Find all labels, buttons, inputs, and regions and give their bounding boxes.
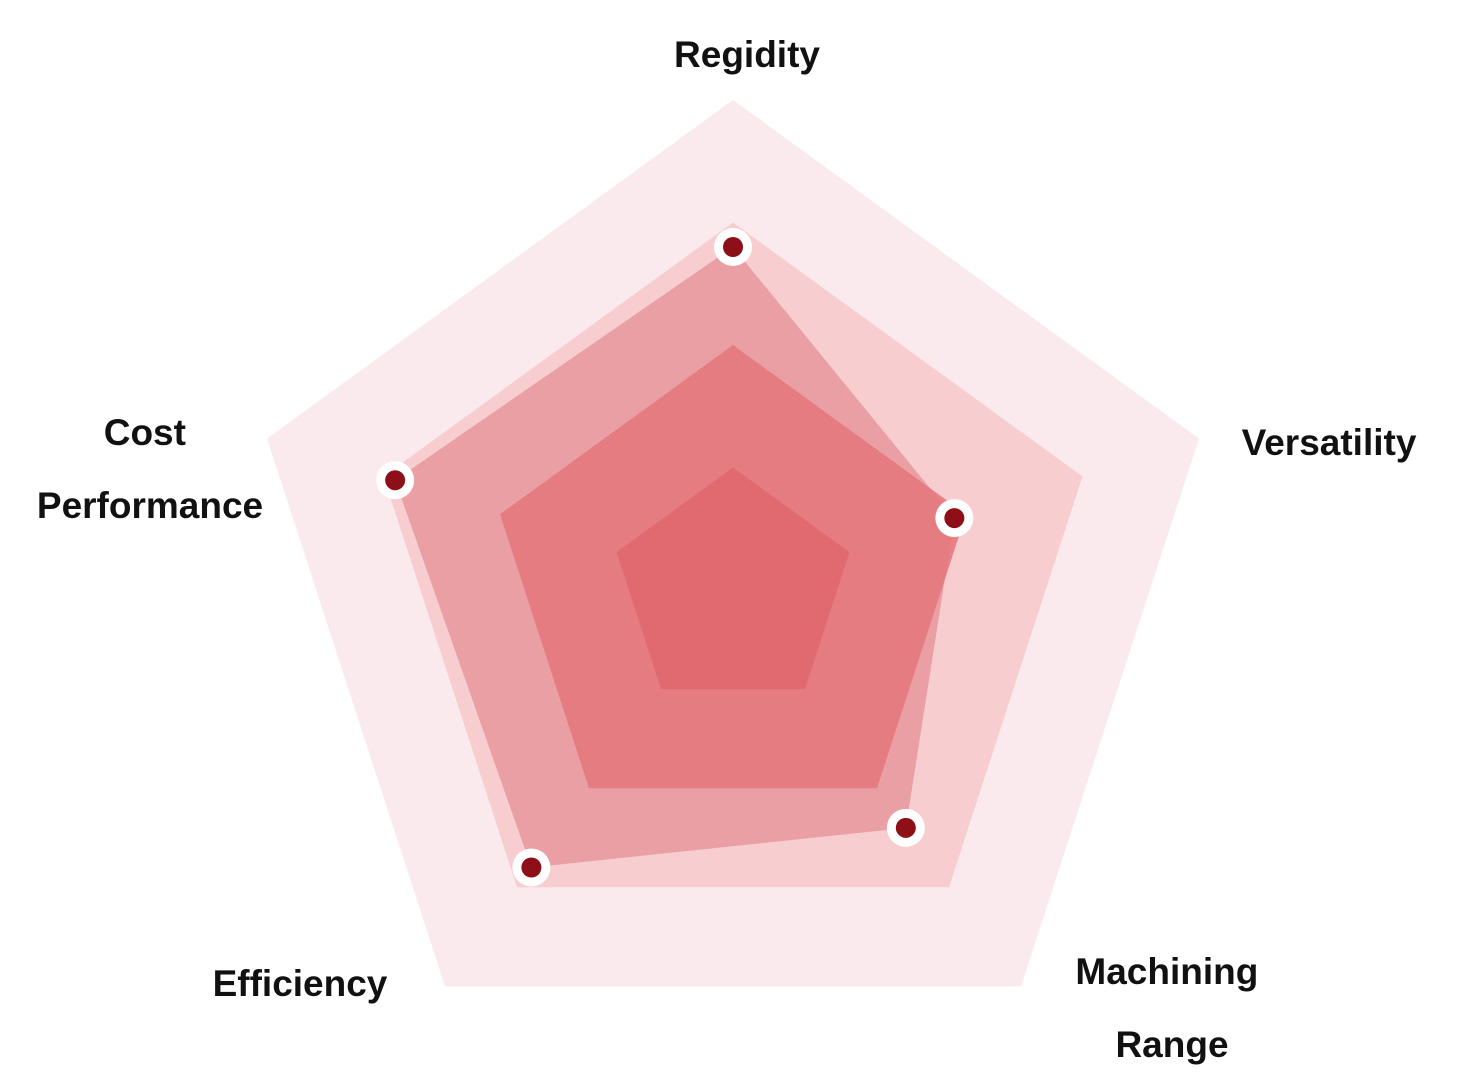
radar-series	[395, 247, 955, 868]
axis-label-versatility: Versatility	[1242, 422, 1417, 463]
data-point-efficiency	[512, 848, 551, 887]
data-point-versatility	[935, 499, 974, 538]
data-point-cost-performance	[376, 461, 415, 500]
axis-label-cost-performance: Cost Performance	[37, 412, 263, 526]
data-points	[376, 228, 974, 887]
data-point-regidity	[714, 228, 752, 266]
axis-label-efficiency: Efficiency	[213, 963, 388, 1004]
axis-label-machining-range: Machining Range	[1075, 951, 1268, 1065]
axis-label-regidity: Regidity	[674, 34, 820, 75]
axis-labels: Regidity Versatility Machining Range Eff…	[37, 34, 1417, 1065]
data-point-machining-range	[886, 808, 925, 847]
series-area	[395, 247, 955, 868]
